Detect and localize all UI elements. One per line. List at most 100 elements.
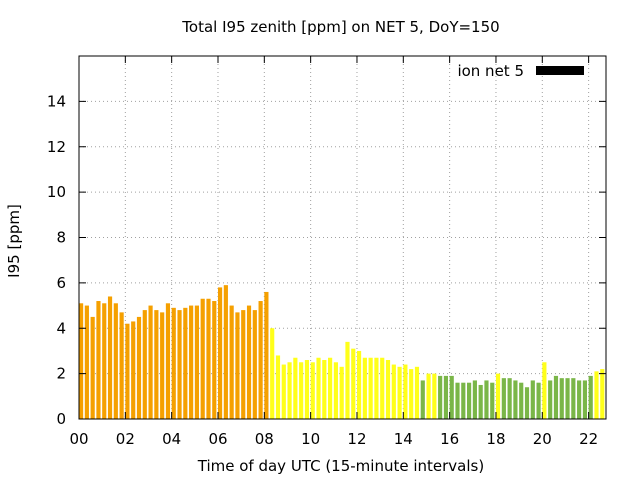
bar [287,362,292,419]
bar [524,387,530,419]
bar [559,378,564,419]
bar [119,312,124,419]
bar [333,362,338,419]
bar [530,380,535,419]
bar [519,382,524,419]
bar [588,375,593,419]
x-tick-labels: 00 02 04 06 08 10 12 14 16 18 20 22 [69,430,598,448]
bar [380,357,385,419]
y-tick-labels: 0 2 4 6 8 10 12 14 [47,92,66,428]
bar [270,328,275,419]
bar [252,310,257,419]
bar [79,303,84,419]
bar [154,310,159,419]
bar [432,373,437,419]
bar [455,382,460,419]
bar [189,305,194,419]
y-axis-label: I95 [ppm] [5,204,23,278]
bar [281,364,286,419]
bar [438,375,443,419]
bar [385,360,391,419]
bar [304,360,310,419]
bar [293,357,298,419]
bar [258,301,263,419]
bar [107,296,113,419]
bar [322,360,327,419]
bar [160,312,165,419]
bar [194,305,199,419]
legend-label: ion net 5 [457,62,524,80]
bar [229,305,234,419]
bar [96,301,101,419]
bar [275,355,281,419]
y-tick-label: 0 [56,410,66,428]
y-tick-label: 8 [56,229,66,247]
y-tick-label: 12 [47,138,66,156]
bar [102,303,107,419]
bar [582,380,588,419]
bar [507,378,512,419]
legend: ion net 5 [457,62,584,80]
bar [513,380,518,419]
x-tick-label: 02 [116,430,135,448]
x-tick-label: 16 [440,430,459,448]
bar [501,378,506,419]
bar [542,362,547,419]
bar [478,384,483,419]
legend-swatch [536,66,584,75]
bar [461,382,466,419]
bar [183,307,188,419]
bar [565,378,570,419]
bar [495,373,501,419]
bar [345,341,350,419]
bar [212,301,217,419]
bar [310,362,315,419]
bar [206,298,211,419]
grid-lines [79,56,606,419]
bar [136,316,142,419]
bar [536,382,541,419]
bar [356,350,362,419]
x-tick-label: 08 [255,430,274,448]
bar [223,285,228,419]
bar [490,382,495,419]
bar [316,357,321,419]
y-tick-label: 4 [56,319,66,337]
x-tick-label: 20 [533,430,552,448]
bar [90,316,95,419]
x-tick-label: 22 [579,430,598,448]
bar [368,357,373,419]
x-tick-label: 04 [162,430,181,448]
bar [171,307,176,419]
bar [235,312,240,419]
bar [328,357,333,419]
bar [548,380,553,419]
bar [449,375,454,419]
y-tick-label: 2 [56,365,66,383]
bar [177,310,182,419]
y-tick-label: 6 [56,274,66,292]
bar [264,291,269,419]
bar [467,382,472,419]
bar [339,366,344,419]
bar [577,380,582,419]
x-tick-label: 18 [486,430,505,448]
chart-title: Total I95 zenith [ppm] on NET 5, DoY=150 [181,18,499,36]
bar [351,348,356,419]
bar [125,323,130,419]
bar [165,303,171,419]
bar [299,362,304,419]
y-tick-label: 10 [47,183,66,201]
bar [414,366,420,419]
bar [397,366,402,419]
bar [217,287,223,419]
x-tick-label: 14 [394,430,413,448]
bar [420,380,425,419]
x-axis-label: Time of day UTC (15-minute intervals) [197,457,484,475]
bar [84,305,89,419]
bar [426,373,431,419]
axis-ticks [78,56,606,420]
x-tick-label: 06 [208,430,227,448]
x-tick-label: 00 [69,430,88,448]
